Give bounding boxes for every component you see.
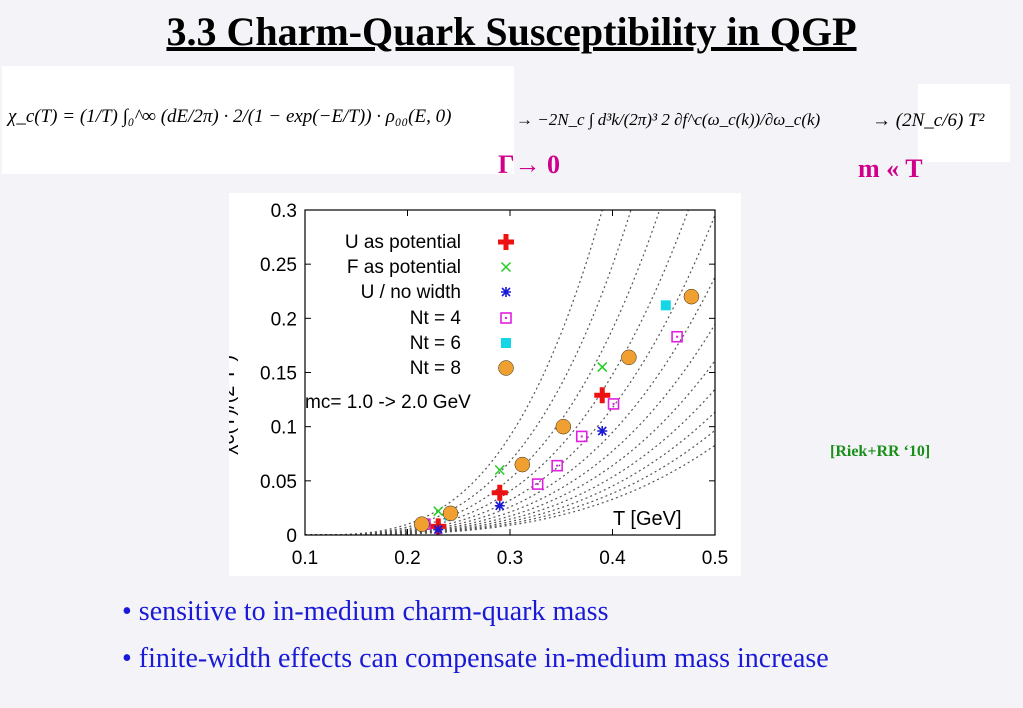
y-axis-label: χc(T)/(2 T²) xyxy=(229,355,239,455)
legend-marker xyxy=(500,312,512,324)
legend-label: Nt = 8 xyxy=(410,358,461,379)
legend-marker xyxy=(500,261,512,273)
x-axis-label: T [GeV] xyxy=(613,508,682,530)
model-curve xyxy=(305,323,715,535)
x-tick-label: 0.2 xyxy=(394,548,420,569)
model-curve xyxy=(305,360,715,535)
model-curves xyxy=(305,210,715,535)
data-points xyxy=(414,288,700,535)
formula-panel: χ_c(T) = (1/T) ∫₀^∞ (dE/2π) · 2/(1 − exp… xyxy=(2,66,514,174)
legend-label: U / no width xyxy=(361,282,461,303)
susceptibility-formula: χ_c(T) = (1/T) ∫₀^∞ (dE/2π) · 2/(1 − exp… xyxy=(8,106,452,127)
data-point xyxy=(683,288,700,305)
legend-label: U as potential xyxy=(345,232,461,253)
x-tick-label: 0.3 xyxy=(497,548,523,569)
data-point xyxy=(491,484,508,501)
chart-legend: U as potential F as potential U / no width… xyxy=(345,232,514,379)
data-point xyxy=(597,426,608,436)
y-tick-label: 0.3 xyxy=(271,201,297,222)
model-curve xyxy=(305,210,632,535)
y-tick-label: 0.05 xyxy=(260,472,297,493)
tick-labels: 0.1 0.2 0.3 0.4 0.5 0 0.05 0.1 0.15 0.2 0.25 0.3 xyxy=(260,201,728,569)
data-point xyxy=(594,387,611,404)
legend-marker xyxy=(501,287,511,297)
slide-title: 3.3 Charm-Quark Susceptibility in QGP xyxy=(166,9,857,54)
legend-marker xyxy=(501,338,511,348)
model-curve xyxy=(305,214,715,535)
data-point xyxy=(671,330,683,343)
bullet-item: • sensitive to in-medium charm-quark mas… xyxy=(122,596,609,627)
citation: [Riek+RR ‘10] xyxy=(830,443,931,460)
data-point xyxy=(660,300,671,311)
data-point xyxy=(414,516,430,532)
model-curve xyxy=(305,429,715,535)
y-tick-label: 0.2 xyxy=(271,309,297,330)
y-tick-label: 0.15 xyxy=(260,364,297,385)
legend-label: F as potential xyxy=(347,257,461,278)
data-point xyxy=(433,524,444,535)
mass-range-annotation: mc= 1.0 -> 2.0 GeV xyxy=(305,392,471,413)
mass-limit-note: m « T xyxy=(858,154,923,183)
formula-limit-expression: → −2N_c ∫ d³k/(2π)³ 2 ∂f^c(ω_c(k))/∂ω_c(… xyxy=(516,110,821,129)
model-curve xyxy=(305,388,715,535)
legend-label: Nt = 4 xyxy=(410,308,462,329)
bullet-item: • finite-width effects can compensate in… xyxy=(122,643,829,674)
data-point xyxy=(442,505,459,522)
x-tick-label: 0.5 xyxy=(702,548,728,569)
data-point xyxy=(514,456,530,473)
data-point xyxy=(531,478,544,490)
model-curve xyxy=(305,444,715,535)
y-tick-label: 0.1 xyxy=(271,418,297,439)
legend-marker xyxy=(498,360,514,376)
model-curve xyxy=(305,210,603,535)
x-tick-label: 0.1 xyxy=(292,548,318,569)
data-point xyxy=(494,464,505,476)
model-curve xyxy=(305,210,661,535)
formula-result: → (2N_c/6) T² xyxy=(872,110,985,131)
y-tick-label: 0.25 xyxy=(260,255,297,276)
data-point xyxy=(551,459,563,472)
model-curve xyxy=(305,411,715,535)
data-point xyxy=(597,362,608,373)
formula-result-panel: → (2N_c/6) T² xyxy=(872,84,1010,162)
data-point xyxy=(494,500,505,511)
chart-panel: 0.1 0.2 0.3 0.4 0.5 0 0.05 0.1 0.15 0.2 0.25 0.3 U … xyxy=(217,193,741,576)
data-point xyxy=(621,349,637,366)
y-tick-label: 0 xyxy=(286,526,297,547)
chart-axes xyxy=(304,209,716,536)
data-point xyxy=(575,430,588,443)
data-point xyxy=(555,418,571,435)
legend-marker xyxy=(498,234,514,250)
data-point xyxy=(607,398,620,410)
x-tick-label: 0.4 xyxy=(599,548,626,569)
susceptibility-chart: 0.1 0.2 0.3 0.4 0.5 0 0.05 0.1 0.15 0.2 0.25 0.3 U … xyxy=(217,201,728,569)
data-point xyxy=(433,506,444,517)
legend-label: Nt = 6 xyxy=(410,333,461,354)
gamma-limit-note: Γ→ 0 xyxy=(498,150,561,179)
